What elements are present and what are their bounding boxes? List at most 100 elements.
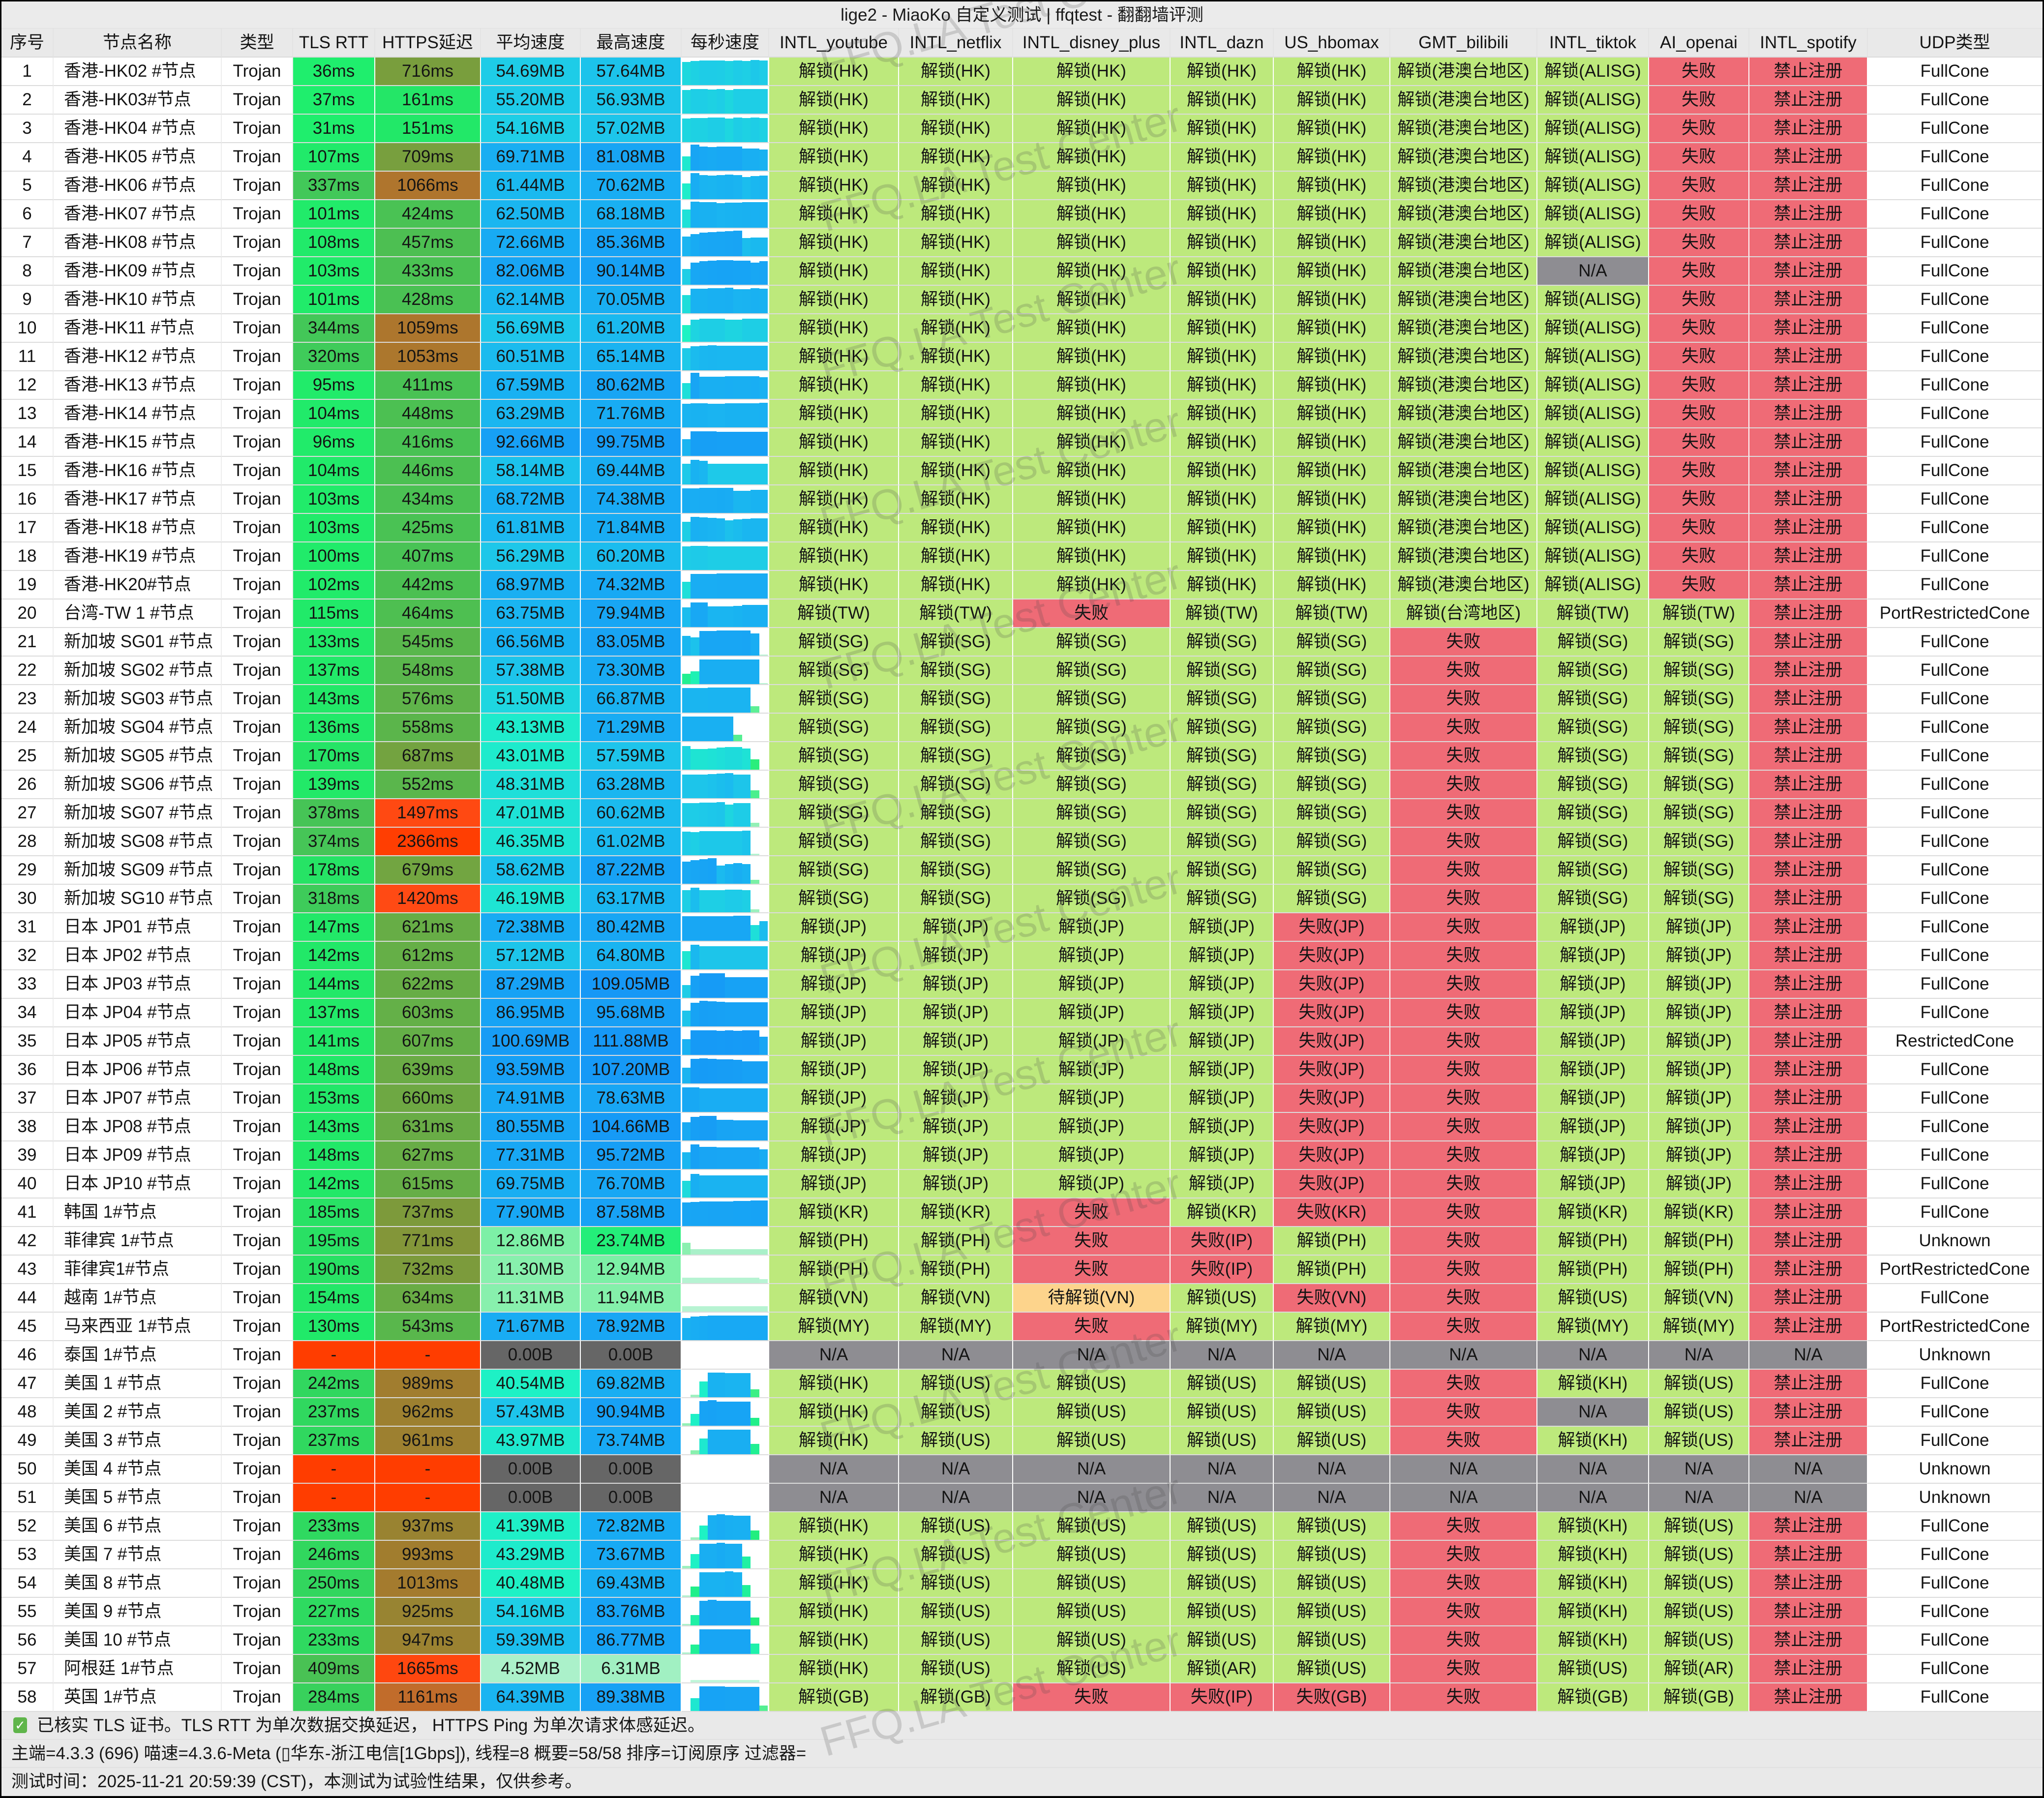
hbomax-unlock-cell: 解锁(US) — [1274, 1541, 1390, 1569]
bilibili-unlock-cell: 失败 — [1390, 1199, 1537, 1227]
udp-type-cell: FullCone — [1868, 1141, 2043, 1170]
speed-bar — [742, 659, 751, 684]
speed-bar — [691, 1394, 699, 1397]
disney-plus-unlock-cell: 解锁(HK) — [1013, 286, 1171, 314]
speed-bar — [682, 581, 691, 599]
openai-unlock-cell: 解锁(US) — [1649, 1427, 1749, 1455]
speed-bar — [725, 146, 734, 171]
speed-bar — [725, 1316, 734, 1340]
avg-speed-cell: 61.44MB — [481, 172, 581, 200]
max-speed-cell: 90.14MB — [581, 257, 682, 286]
per-second-speed-sparkline — [682, 58, 769, 86]
tls-rtt-cell: 103ms — [293, 514, 375, 542]
row-number-cell: 31 — [1, 913, 54, 942]
speed-bar — [708, 89, 717, 114]
speed-bar — [751, 946, 759, 969]
speed-bar — [708, 1679, 717, 1682]
bilibili-unlock-cell: 失败 — [1390, 999, 1537, 1027]
speed-bar — [716, 748, 725, 770]
speed-bar — [708, 1686, 717, 1711]
tls-rtt-cell: 130ms — [293, 1313, 375, 1341]
speed-bar — [742, 60, 751, 85]
speed-bar — [742, 148, 751, 171]
bilibili-unlock-cell: 解锁(港澳台地区) — [1390, 485, 1537, 514]
speed-bar — [751, 463, 759, 484]
spotify-unlock-cell: 禁止注册 — [1749, 286, 1868, 314]
udp-type-cell: FullCone — [1868, 1427, 2043, 1455]
udp-type-cell: FullCone — [1868, 1512, 2043, 1541]
per-second-speed-sparkline — [682, 172, 769, 200]
max-speed-cell: 71.84MB — [581, 514, 682, 542]
speed-bar — [733, 1002, 742, 1026]
dazn-unlock-cell: 解锁(HK) — [1171, 115, 1274, 143]
table-row: 55 美国 9 #节点 Trojan 227ms 925ms 54.16MB 83.76MB… — [1, 1598, 2043, 1626]
tls-rtt-cell: 142ms — [293, 942, 375, 970]
avg-speed-cell: 87.29MB — [481, 970, 581, 999]
speed-bar — [682, 1652, 691, 1654]
youtube-unlock-cell: 解锁(HK) — [769, 371, 899, 400]
speed-bar — [691, 1003, 699, 1026]
avg-speed-cell: 92.66MB — [481, 428, 581, 457]
speed-bar — [699, 573, 708, 599]
bilibili-unlock-cell: 失败 — [1390, 1683, 1537, 1712]
speed-bar — [733, 289, 742, 313]
speed-bar — [751, 1443, 759, 1454]
speed-bar — [691, 860, 699, 884]
speed-bar — [716, 716, 725, 741]
udp-type-cell: FullCone — [1868, 1541, 2043, 1569]
youtube-unlock-cell: 解锁(HK) — [769, 1655, 899, 1683]
table-row: 33 日本 JP03 #节点 Trojan 144ms 622ms 87.29MB 109.… — [1, 970, 2043, 999]
node-name-cell: 美国 10 #节点 — [54, 1626, 222, 1655]
udp-type-cell: Unknown — [1868, 1341, 2043, 1370]
max-speed-cell: 74.38MB — [581, 485, 682, 514]
netflix-unlock-cell: 解锁(JP) — [899, 942, 1013, 970]
tiktok-unlock-cell: 解锁(JP) — [1537, 1141, 1649, 1170]
bilibili-unlock-cell: 失败 — [1390, 657, 1537, 685]
speed-bar — [759, 1175, 768, 1198]
max-speed-cell: 89.38MB — [581, 1683, 682, 1712]
per-second-speed-sparkline — [682, 229, 769, 257]
spotify-unlock-cell: 禁止注册 — [1749, 1313, 1868, 1341]
spotify-unlock-cell: 禁止注册 — [1749, 1541, 1868, 1569]
per-second-speed-sparkline — [682, 485, 769, 514]
speed-bar — [708, 1543, 717, 1568]
hbomax-unlock-cell: 失败(JP) — [1274, 970, 1390, 999]
udp-type-cell: FullCone — [1868, 200, 2043, 229]
tls-rtt-cell: 227ms — [293, 1598, 375, 1626]
youtube-unlock-cell: 解锁(HK) — [769, 1370, 899, 1398]
protocol-type-cell: Trojan — [222, 200, 293, 229]
dazn-unlock-cell: 解锁(HK) — [1171, 286, 1274, 314]
https-delay-cell: 639ms — [375, 1056, 481, 1084]
speed-bar — [691, 1058, 699, 1083]
speed-bar — [716, 60, 725, 85]
udp-type-cell: FullCone — [1868, 1683, 2043, 1712]
speed-bar — [682, 325, 691, 342]
row-number-cell: 5 — [1, 172, 54, 200]
max-speed-cell: 6.31MB — [581, 1655, 682, 1683]
node-name-cell: 新加坡 SG08 #节点 — [54, 828, 222, 856]
max-speed-cell: 64.80MB — [581, 942, 682, 970]
tls-rtt-cell: 102ms — [293, 571, 375, 599]
spotify-unlock-cell: 禁止注册 — [1749, 229, 1868, 257]
dazn-unlock-cell: N/A — [1171, 1455, 1274, 1484]
youtube-unlock-cell: 解锁(JP) — [769, 942, 899, 970]
speed-bar — [691, 1202, 699, 1226]
speed-bar — [691, 1645, 699, 1654]
avg-speed-cell: 100.69MB — [481, 1027, 581, 1056]
column-header-name: 节点名称 — [54, 29, 222, 58]
disney-plus-unlock-cell: 解锁(SG) — [1013, 828, 1171, 856]
tls-rtt-cell: 136ms — [293, 714, 375, 742]
openai-unlock-cell: 失败 — [1649, 58, 1749, 86]
dazn-unlock-cell: 解锁(SG) — [1171, 828, 1274, 856]
youtube-unlock-cell: 解锁(HK) — [769, 143, 899, 172]
speed-bar — [682, 1039, 691, 1055]
youtube-unlock-cell: 解锁(HK) — [769, 1569, 899, 1598]
protocol-type-cell: Trojan — [222, 143, 293, 172]
tls-rtt-cell: 115ms — [293, 599, 375, 628]
udp-type-cell: FullCone — [1868, 58, 2043, 86]
spotify-unlock-cell: 禁止注册 — [1749, 742, 1868, 771]
https-delay-cell: 416ms — [375, 428, 481, 457]
speed-bar — [691, 288, 699, 313]
speed-bar — [699, 202, 708, 228]
table-row: 31 日本 JP01 #节点 Trojan 147ms 621ms 72.38MB 80.4… — [1, 913, 2043, 942]
